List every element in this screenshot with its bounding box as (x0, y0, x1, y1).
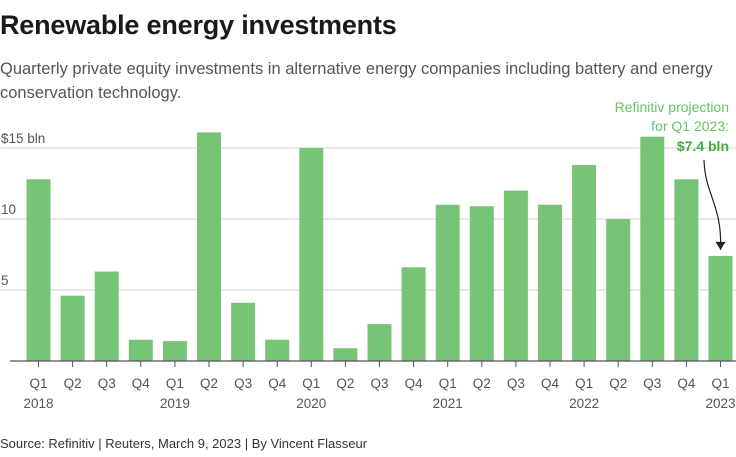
bar-q3-2022 (640, 136, 665, 361)
x-year-label: 2022 (569, 396, 599, 411)
bar-q2-2018 (60, 295, 85, 361)
x-tick-label: Q4 (132, 376, 151, 391)
annotation-text: for Q1 2023: (651, 118, 729, 134)
bar-q1-2020 (299, 148, 324, 361)
bar-q1-2018 (26, 179, 51, 361)
annotation-text: Refinitiv projection (615, 99, 729, 115)
y-tick-label: $15 bln (1, 131, 45, 146)
x-tick-label: Q3 (98, 376, 116, 391)
x-year-label: 2018 (23, 396, 53, 411)
x-year-label: 2021 (433, 396, 463, 411)
source-note: Source: Refinitiv | Reuters, March 9, 20… (0, 436, 368, 451)
x-tick-label: Q1 (166, 376, 184, 391)
x-tick-label: Q3 (370, 376, 388, 391)
x-tick-label: Q3 (643, 376, 661, 391)
x-year-label: 2019 (160, 396, 190, 411)
x-tick-label: Q3 (507, 376, 525, 391)
x-tick-label: Q4 (405, 376, 424, 391)
x-tick-label: Q2 (200, 376, 218, 391)
bar-q2-2021 (469, 206, 494, 361)
x-tick-label: Q2 (609, 376, 627, 391)
bar-q1-2023 (708, 255, 733, 361)
annotation-value: $7.4 bln (677, 138, 729, 154)
chart-subtitle: Quarterly private equity investments in … (0, 60, 713, 102)
bar-q4-2019 (265, 339, 290, 361)
y-tick-label: 10 (1, 202, 16, 217)
x-tick-label: Q4 (677, 376, 696, 391)
x-tick-label: Q2 (64, 376, 82, 391)
chart-title: Renewable energy investments (0, 10, 397, 40)
x-tick-label: Q4 (541, 376, 560, 391)
bar-q3-2020 (367, 324, 392, 361)
bar-q2-2019 (197, 132, 221, 361)
x-tick-label: Q1 (575, 376, 593, 391)
x-tick-label: Q1 (711, 376, 729, 391)
bars (26, 132, 733, 361)
x-tick-label: Q3 (234, 376, 252, 391)
bar-q1-2019 (162, 341, 187, 361)
annotation-arrow (703, 159, 722, 250)
x-tick-label: Q1 (302, 376, 320, 391)
x-year-label: 2023 (705, 396, 735, 411)
bar-q1-2022 (572, 165, 597, 361)
x-tick-label: Q2 (473, 376, 491, 391)
bar-q4-2018 (128, 339, 153, 361)
bar-q3-2018 (94, 271, 119, 361)
bar-q3-2019 (231, 302, 256, 361)
bar-q2-2022 (606, 219, 631, 361)
arrowhead-icon (715, 241, 726, 250)
bar-q4-2020 (401, 267, 426, 361)
bar-q2-2020 (333, 348, 358, 361)
projection-annotation: Refinitiv projection for Q1 2023: $7.4 bln (615, 99, 729, 250)
y-tick-label: 5 (1, 273, 9, 288)
x-axis: Q1 Q2 Q3 Q4 Q1 Q2 Q3 Q4 Q1 Q2 Q3 Q4 Q1 Q2 Q3 Q4 Q1 Q2 Q3 Q4… (10, 360, 736, 411)
x-tick-label: Q1 (29, 376, 47, 391)
x-tick-label: Q4 (268, 376, 287, 391)
bar-q3-2021 (503, 190, 528, 361)
bar-q1-2021 (435, 204, 460, 361)
bar-q4-2021 (538, 204, 562, 361)
x-year-label: 2020 (296, 396, 326, 411)
x-tick-label: Q2 (336, 376, 354, 391)
x-tick-label: Q1 (439, 376, 457, 391)
bar-q4-2022 (674, 179, 699, 361)
